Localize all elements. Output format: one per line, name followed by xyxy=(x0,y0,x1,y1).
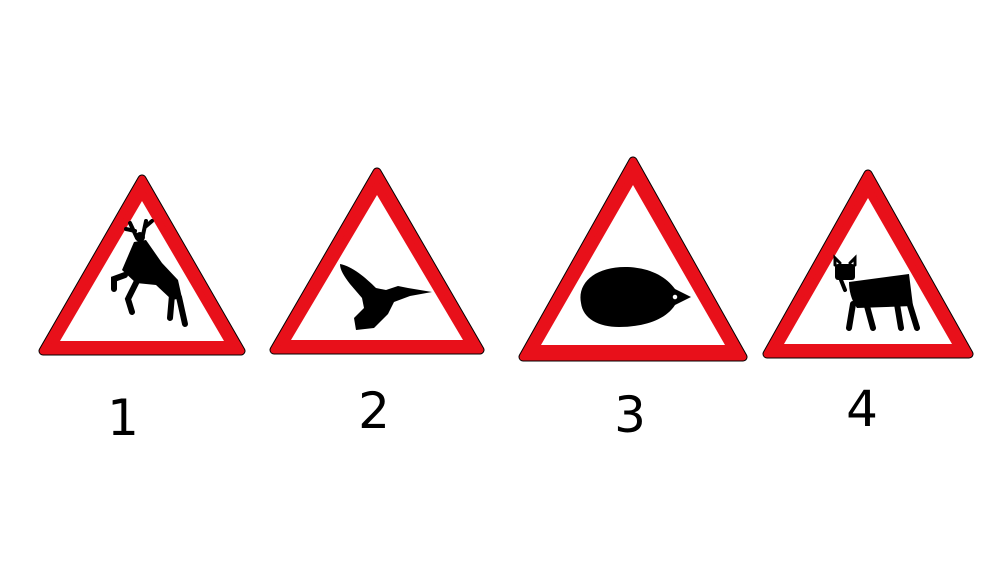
warning-sign-hedgehog xyxy=(518,156,748,362)
warning-triangle xyxy=(518,156,748,362)
warning-triangle xyxy=(38,174,246,356)
cow-icon xyxy=(833,254,920,331)
warning-triangle xyxy=(762,169,974,359)
deer-icon xyxy=(111,219,188,327)
sign-number-2: 2 xyxy=(358,382,390,440)
warning-sign-birds xyxy=(269,167,485,355)
sign-number-3: 3 xyxy=(614,386,646,444)
warning-sign-cattle xyxy=(762,169,974,359)
warning-triangle xyxy=(269,167,485,355)
sign-number-4: 4 xyxy=(846,380,878,438)
bird-icon xyxy=(340,264,432,330)
hedgehog-icon xyxy=(580,267,691,327)
warning-sign-wild-animals xyxy=(38,174,246,356)
sign-number-1: 1 xyxy=(107,389,139,447)
